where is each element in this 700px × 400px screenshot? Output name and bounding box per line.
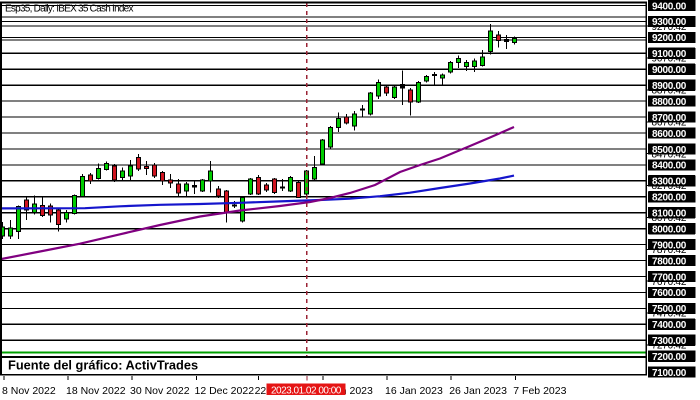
svg-text:7300.00: 7300.00 [652, 336, 687, 347]
svg-text:8800.00: 8800.00 [652, 97, 687, 108]
svg-text:7200.00: 7200.00 [652, 352, 687, 363]
svg-text:Fuente del gráfico: ActivTrade: Fuente del gráfico: ActivTrades [8, 358, 198, 373]
svg-text:9070.42: 9070.42 [652, 54, 687, 65]
svg-text:9200.00: 9200.00 [652, 33, 687, 44]
svg-text:26 Jan 2023: 26 Jan 2023 [449, 385, 507, 397]
svg-text:Esp35, Daily: IBEX 35 Cash In: Esp35, Daily: IBEX 35 Cash Index [5, 4, 133, 15]
svg-text:8470.42: 8470.42 [652, 149, 687, 160]
svg-text:7400.00: 7400.00 [652, 320, 687, 331]
svg-text:9270.42: 9270.42 [652, 22, 687, 33]
svg-text:8600.00: 8600.00 [652, 129, 687, 140]
svg-text:8070.42: 8070.42 [652, 213, 687, 224]
svg-text:8870.42: 8870.42 [652, 86, 687, 97]
svg-text:8500.00: 8500.00 [652, 145, 687, 156]
svg-text:7470.42: 7470.42 [652, 309, 687, 320]
svg-text:12 Dec 2022: 12 Dec 2022 [195, 385, 255, 397]
svg-text:9100.00: 9100.00 [652, 49, 687, 60]
svg-text:8000.00: 8000.00 [652, 225, 687, 236]
svg-text:7600.00: 7600.00 [652, 288, 687, 299]
svg-text:7 Feb 2023: 7 Feb 2023 [513, 385, 566, 397]
svg-text:7100.00: 7100.00 [652, 368, 687, 379]
svg-text:7700.00: 7700.00 [652, 272, 687, 283]
svg-text:18 Nov 2022: 18 Nov 2022 [66, 385, 126, 397]
svg-text:8900.00: 8900.00 [652, 81, 687, 92]
svg-text:7900.00: 7900.00 [652, 240, 687, 251]
svg-text:8270.42: 8270.42 [652, 181, 687, 192]
svg-text:8300.00: 8300.00 [652, 177, 687, 188]
svg-text:8700.00: 8700.00 [652, 113, 687, 124]
svg-text:30 Nov 2022: 30 Nov 2022 [130, 385, 190, 397]
svg-text:8400.00: 8400.00 [652, 161, 687, 172]
svg-text:8 Nov 2022: 8 Nov 2022 [2, 385, 56, 397]
svg-text:16 Jan 2023: 16 Jan 2023 [385, 385, 443, 397]
svg-text:8200.00: 8200.00 [652, 193, 687, 204]
svg-text:7870.42: 7870.42 [652, 245, 687, 256]
svg-text:2023.01.02 00:00: 2023.01.02 00:00 [271, 386, 342, 397]
svg-text:7500.00: 7500.00 [652, 304, 687, 315]
svg-text:7270.42: 7270.42 [652, 341, 687, 352]
svg-text:8100.00: 8100.00 [652, 209, 687, 220]
svg-text:9000.00: 9000.00 [652, 65, 687, 76]
svg-text:7800.00: 7800.00 [652, 256, 687, 267]
svg-text:9400.00: 9400.00 [652, 1, 687, 12]
svg-text:7670.42: 7670.42 [652, 277, 687, 288]
svg-text:8670.42: 8670.42 [652, 117, 687, 128]
svg-text:9300.00: 9300.00 [652, 17, 687, 28]
